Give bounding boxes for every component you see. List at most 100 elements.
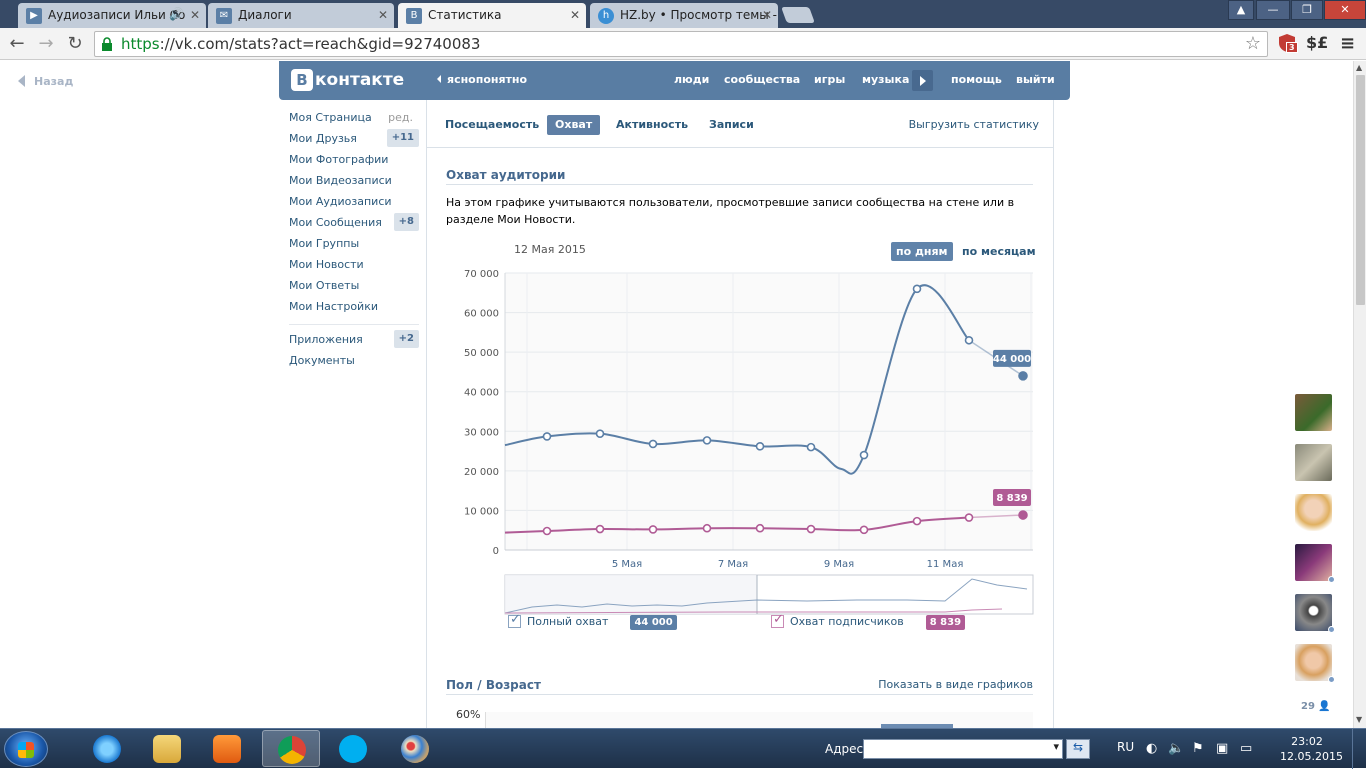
nav-communities[interactable]: сообщества: [724, 73, 801, 86]
safely-remove-icon[interactable]: ▣: [1216, 741, 1229, 756]
data-point: [648, 439, 658, 449]
lock-icon: [102, 37, 112, 51]
taskbar-ie[interactable]: [78, 730, 136, 767]
shield-extension-icon[interactable]: 3: [1278, 33, 1298, 57]
url-scheme: https: [121, 35, 160, 53]
taskbar-skype[interactable]: [324, 730, 382, 767]
legend-subscribers[interactable]: Охват подписчиков 8 839: [771, 612, 966, 630]
user-icon[interactable]: ▲: [1228, 0, 1254, 20]
minimize-button[interactable]: —: [1256, 0, 1290, 20]
nav-logout[interactable]: выйти: [1016, 73, 1055, 86]
avatar[interactable]: [1295, 594, 1335, 633]
data-point: [964, 513, 974, 522]
y-tick-label: 50 000: [464, 348, 499, 359]
checkbox-icon[interactable]: [508, 612, 521, 628]
reload-icon[interactable]: ↻: [67, 33, 83, 54]
menu-audios[interactable]: Мои Аудиозаписи: [289, 195, 419, 216]
tab-activity[interactable]: Активность: [616, 118, 689, 131]
tab-hz[interactable]: h HZ.by • Просмотр темы - ✕: [590, 3, 778, 28]
menu-label: Мои Друзья: [289, 132, 357, 145]
scrollbar-thumb[interactable]: [1356, 75, 1365, 305]
back-link[interactable]: Назад: [18, 75, 73, 88]
volume-icon[interactable]: 🔈: [1168, 741, 1185, 756]
tab-posts[interactable]: Записи: [709, 118, 754, 131]
left-menu: Моя Страница ред. Мои Друзья +11 Мои Фотог…: [289, 111, 419, 375]
close-icon[interactable]: ✕: [761, 8, 772, 22]
avatar[interactable]: [1295, 494, 1332, 531]
taskbar-chrome[interactable]: [262, 730, 320, 767]
back-arrow-icon[interactable]: ←: [9, 33, 25, 54]
avatar[interactable]: [1295, 544, 1335, 583]
currency-extension-icon[interactable]: $£: [1306, 33, 1329, 52]
menu-apps[interactable]: Приложения +2: [289, 330, 419, 354]
tab-dialogs[interactable]: ✉ Диалоги ✕: [208, 3, 394, 28]
user-icon: 👤: [1318, 701, 1331, 712]
scroll-up-icon[interactable]: ▲: [1356, 63, 1363, 72]
star-icon[interactable]: ☆: [1244, 33, 1261, 54]
by-days-button[interactable]: по дням: [891, 242, 953, 261]
close-icon[interactable]: ✕: [569, 8, 580, 22]
tab-audio[interactable]: ▶ Аудиозаписи Ильи Со 🔊 ✕: [18, 3, 206, 28]
show-graphs-link[interactable]: Показать в виде графиков: [878, 678, 1033, 691]
taskbar-explorer[interactable]: [138, 730, 196, 767]
menu-settings[interactable]: Мои Настройки: [289, 300, 419, 321]
menu-groups[interactable]: Мои Группы: [289, 237, 419, 258]
menu-docs[interactable]: Документы: [289, 354, 419, 375]
menu-photos[interactable]: Мои Фотографии: [289, 153, 419, 174]
menu-friends[interactable]: Мои Друзья +11: [289, 129, 419, 153]
taskbar-paint[interactable]: [386, 730, 444, 767]
reach-chart[interactable]: 70 000 60 000 50 000 40 000 30 000 20 000 10 0…: [427, 258, 1053, 618]
menu-messages[interactable]: Мои Сообщения +8: [289, 213, 419, 237]
edit-link[interactable]: ред.: [388, 111, 413, 124]
legend-total[interactable]: Полный охват 44 000: [508, 612, 677, 630]
avatar[interactable]: [1295, 644, 1335, 683]
go-arrow-icon[interactable]: ⇆: [1066, 739, 1090, 759]
data-point: [806, 442, 816, 452]
taskbar-media[interactable]: [198, 730, 256, 767]
by-months-button[interactable]: по месяцам: [962, 245, 1036, 258]
menu-my-page[interactable]: Моя Страница ред.: [289, 111, 419, 132]
nav-help[interactable]: помощь: [951, 73, 1002, 86]
start-button[interactable]: [4, 731, 48, 767]
close-icon[interactable]: ✕: [377, 8, 388, 22]
nav-games[interactable]: игры: [814, 73, 846, 86]
menu-videos[interactable]: Мои Видеозаписи: [289, 174, 419, 195]
tab-attendance[interactable]: Посещаемость: [445, 118, 540, 131]
address-bar[interactable]: https://vk.com/stats?act=reach&gid=92740…: [94, 31, 1268, 57]
new-tab-button[interactable]: [781, 7, 815, 23]
display-icon[interactable]: ▭: [1240, 741, 1253, 756]
language-indicator[interactable]: RU: [1117, 740, 1135, 754]
menu-news[interactable]: Мои Новости: [289, 258, 419, 279]
data-point: [648, 525, 658, 534]
nav-people[interactable]: люди: [674, 73, 710, 86]
scroll-down-icon[interactable]: ▼: [1356, 715, 1363, 724]
tab-reach[interactable]: Охват: [547, 115, 601, 135]
nav-music[interactable]: музыка: [862, 73, 910, 86]
network-icon[interactable]: ◐: [1146, 741, 1158, 756]
clock[interactable]: 23:02 12.05.2015: [1280, 734, 1343, 764]
page-scrollbar[interactable]: ▲ ▼: [1353, 61, 1366, 728]
play-icon[interactable]: [912, 70, 933, 91]
checkbox-icon[interactable]: [771, 612, 784, 628]
menu-answers[interactable]: Мои Ответы: [289, 279, 419, 300]
tab-title: HZ.by • Просмотр темы -: [620, 8, 777, 22]
avatar[interactable]: [1295, 444, 1332, 481]
browser-tab-strip: ▶ Аудиозаписи Ильи Со 🔊 ✕ ✉ Диалоги ✕ В …: [0, 0, 1366, 28]
export-stats-link[interactable]: Выгрузить статистику: [908, 118, 1039, 131]
chart-date: 12 Мая 2015: [514, 243, 586, 256]
menu-label: Моя Страница: [289, 111, 372, 124]
flag-icon[interactable]: ⚑: [1192, 741, 1204, 756]
avatar[interactable]: [1295, 394, 1332, 431]
show-desktop-button[interactable]: [1352, 729, 1366, 769]
close-window-button[interactable]: ✕: [1324, 0, 1366, 20]
taskbar-address-input[interactable]: [863, 739, 1063, 759]
forward-arrow-icon[interactable]: →: [38, 33, 54, 54]
maximize-button[interactable]: ❐: [1291, 0, 1323, 20]
friends-online-count[interactable]: 29 👤: [1301, 701, 1331, 712]
tab-stats[interactable]: В Статистика ✕: [398, 3, 586, 28]
menu-icon[interactable]: ≡: [1340, 33, 1356, 54]
user-menu[interactable]: яснопонятно: [437, 73, 527, 86]
close-icon[interactable]: ✕: [189, 8, 200, 22]
